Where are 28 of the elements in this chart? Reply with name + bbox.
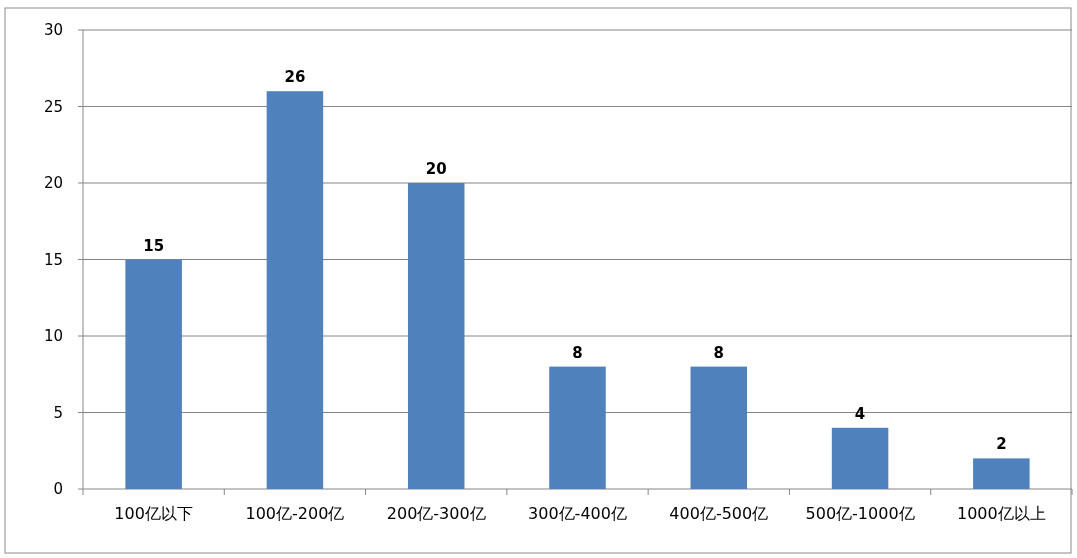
bar xyxy=(266,91,324,489)
data-label: 8 xyxy=(713,343,724,362)
y-tick-label: 20 xyxy=(43,174,63,192)
data-label: 4 xyxy=(854,404,866,423)
bar xyxy=(690,366,748,489)
x-tick-label: 100亿-200亿 xyxy=(245,504,345,523)
bar xyxy=(973,458,1030,489)
x-tick-label: 400亿-500亿 xyxy=(669,504,769,523)
bar xyxy=(125,259,182,489)
y-tick-label: 30 xyxy=(43,21,63,39)
data-label: 26 xyxy=(284,68,306,87)
y-tick-label: 5 xyxy=(53,403,63,422)
x-tick-label: 500亿-1000亿 xyxy=(805,504,915,523)
bar xyxy=(831,427,889,489)
x-tick-label: 200亿-300亿 xyxy=(386,504,486,523)
bar xyxy=(407,183,465,489)
y-tick-label: 10 xyxy=(43,327,63,345)
x-tick-label: 100亿以下 xyxy=(114,504,193,523)
y-tick-label: 0 xyxy=(53,480,63,498)
data-label: 8 xyxy=(572,343,583,362)
y-tick-label: 25 xyxy=(43,97,63,116)
x-tick-label: 300亿-400亿 xyxy=(528,504,627,523)
y-tick-label: 15 xyxy=(43,250,63,269)
x-tick-label: 1000亿以上 xyxy=(957,504,1046,523)
data-label: 2 xyxy=(996,435,1007,454)
data-label: 20 xyxy=(425,160,447,178)
bar xyxy=(549,366,606,489)
data-label: 15 xyxy=(143,236,165,255)
